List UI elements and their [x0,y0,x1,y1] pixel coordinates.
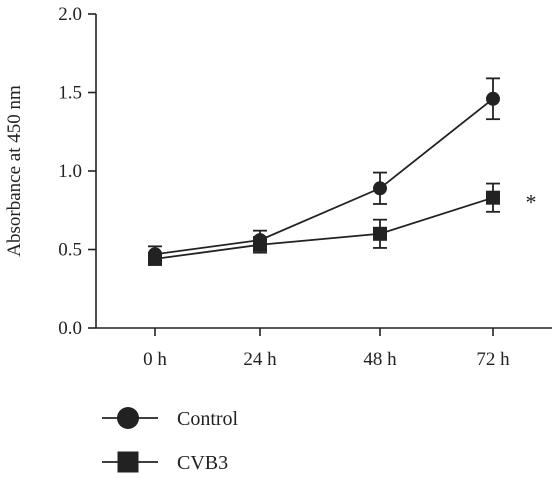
legend-label-control: Control [177,408,239,430]
data-point-cvb3-3 [486,190,500,205]
x-tick-label-3: 72 h [476,349,510,370]
legend: Control CVB3 [102,407,239,474]
x-tick-label-2: 48 h [363,349,397,370]
legend-marker-cvb3 [117,451,139,473]
data-point-cvb3-2 [373,226,387,241]
series-cvb3 [148,182,500,266]
x-axis: 0 h 24 h 48 h 72 h [96,327,552,370]
data-point-control-3 [486,91,500,106]
y-tick-label-4: 2.0 [58,4,82,25]
data-point-control-2 [373,181,387,196]
x-tick-label-0: 0 h [143,349,167,370]
plot-area [148,77,500,266]
series-line-control [154,98,494,256]
y-tick-label-0: 0.0 [58,318,82,339]
y-axis-label: Absorbance at 450 nm [4,85,25,257]
series-control [148,77,500,263]
legend-label-cvb3: CVB3 [177,452,228,474]
y-ticks: 0.0 0.5 1.0 1.5 2.0 [58,4,96,339]
legend-item-control: Control [102,407,239,430]
x-ticks: 0 h 24 h 48 h 72 h [143,328,510,370]
y-tick-label-3: 1.5 [58,83,82,104]
legend-item-cvb3: CVB3 [102,451,228,474]
data-point-cvb3-1 [253,237,267,252]
significance-annotation-0: * [526,190,537,215]
y-tick-label-1: 0.5 [58,240,82,261]
data-point-cvb3-0 [148,251,162,266]
series-line-cvb3 [154,196,494,260]
x-tick-label-1: 24 h [243,349,277,370]
y-tick-label-2: 1.0 [58,161,82,182]
annotations: * [526,190,537,215]
y-axis: 0.0 0.5 1.0 1.5 2.0 Absorbance at 450 nm [4,4,97,339]
legend-marker-control [117,407,139,429]
